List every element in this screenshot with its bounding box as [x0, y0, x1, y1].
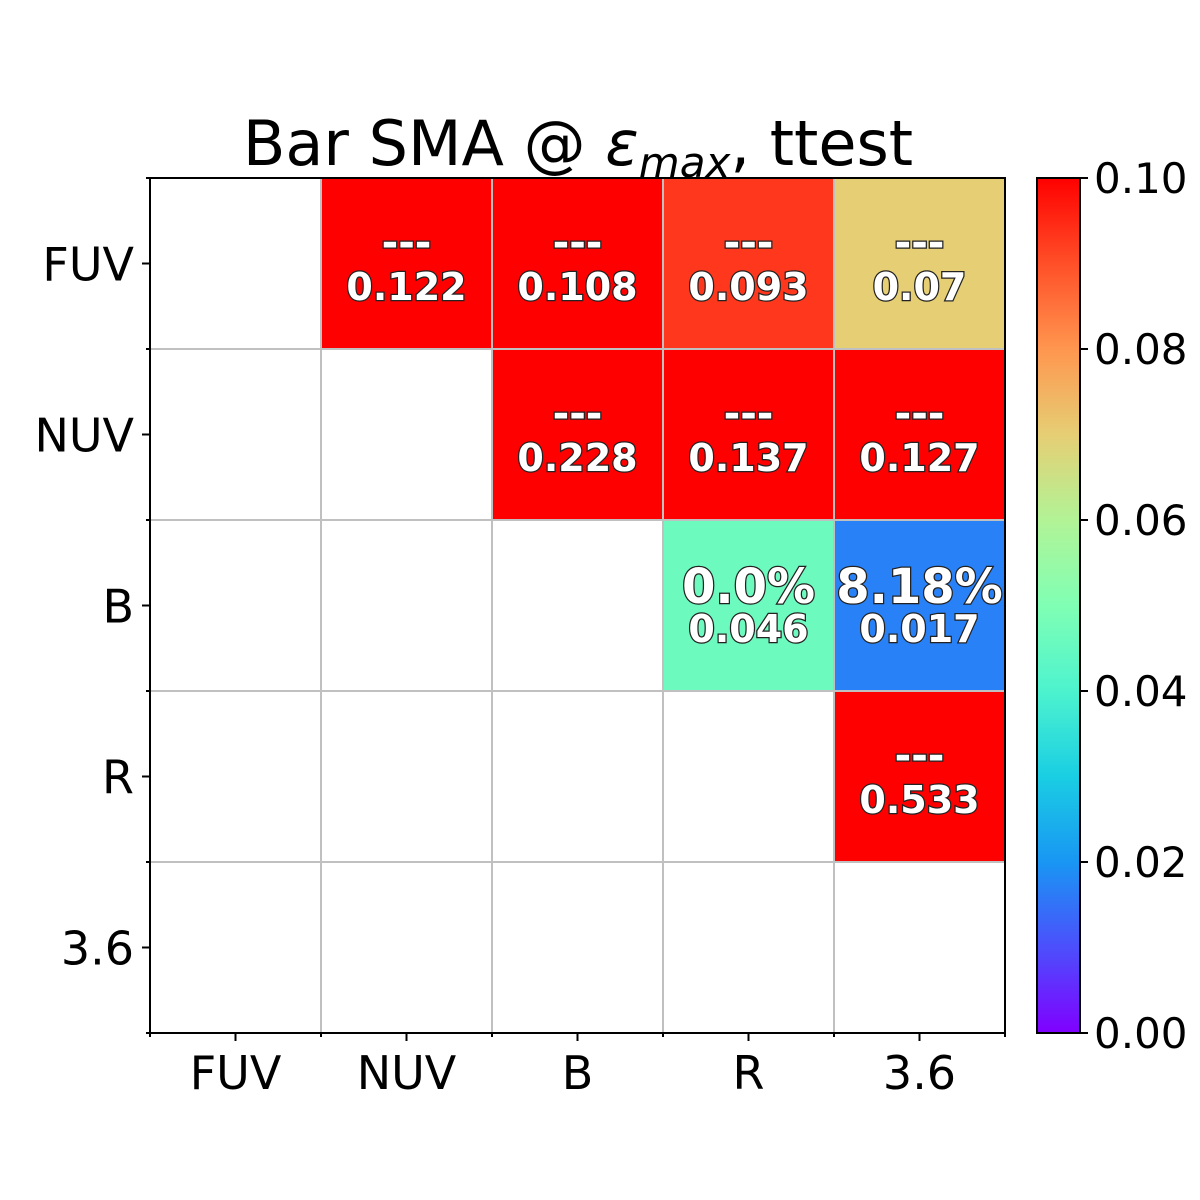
cell-labels: ---0.122---0.108---0.093---0.07---0.228-… — [345, 219, 1004, 824]
cell-value-label: 0.108 — [517, 265, 637, 309]
cell-top-label: 8.18% — [836, 559, 1003, 615]
heatmap-cells — [321, 178, 1005, 862]
heatmap-cell — [492, 349, 663, 520]
heatmap-cell — [834, 691, 1005, 862]
chart-title: Bar SMA @ εmax, ttest — [243, 107, 913, 187]
cell-top-label: --- — [895, 220, 945, 266]
cell-value-label: 0.046 — [688, 607, 808, 651]
cell-value-label: 0.228 — [517, 436, 637, 480]
cell-top-label: --- — [895, 733, 945, 779]
colorbar-gradient — [1036, 177, 1081, 1034]
heatmap-cell — [663, 349, 834, 520]
cell-top-label: --- — [724, 220, 774, 266]
cell-top-label: --- — [895, 391, 945, 437]
heatmap-cell — [834, 178, 1005, 349]
colorbar-tick-label: 0.02 — [1094, 838, 1188, 887]
heatmap-cell — [834, 349, 1005, 520]
colorbar-tick-label: 0.04 — [1094, 667, 1188, 716]
colorbar-tick-label: 0.10 — [1094, 154, 1188, 203]
x-tick-label: NUV — [357, 1046, 457, 1100]
y-tick-label: 3.6 — [61, 922, 134, 976]
cell-value-label: 0.017 — [859, 607, 979, 651]
cell-value-label: 0.122 — [346, 265, 466, 309]
cell-top-label: --- — [382, 220, 432, 266]
colorbar-ticks: 0.00 0.02 0.04 0.06 0.08 0.10 — [1080, 154, 1188, 1058]
grid-lines — [150, 178, 1005, 1033]
colorbar-tick-label: 0.08 — [1094, 325, 1188, 374]
cell-top-label: --- — [553, 220, 603, 266]
heatmap-cell — [663, 520, 834, 691]
y-tick-label: NUV — [34, 409, 134, 463]
x-tick-label: R — [733, 1046, 765, 1100]
colorbar-tick-label: 0.00 — [1094, 1009, 1188, 1058]
cell-top-label: --- — [724, 391, 774, 437]
heatmap-cell — [492, 178, 663, 349]
colorbar: 0.00 0.02 0.04 0.06 0.08 0.10 — [1036, 154, 1188, 1058]
colorbar-tick-label: 0.06 — [1094, 496, 1188, 545]
heatmap-cell — [663, 178, 834, 349]
heatmap-cell — [834, 520, 1005, 691]
x-tick-label: 3.6 — [883, 1046, 956, 1100]
cell-top-label: 0.0% — [682, 559, 815, 615]
cell-value-label: 0.137 — [688, 436, 808, 480]
y-tick-label: FUV — [42, 238, 134, 292]
axis-ticks: FUV NUV B R 3.6 FUV NUV B R 3.6 — [34, 177, 1006, 1100]
heatmap-cell — [321, 178, 492, 349]
cell-value-label: 0.07 — [873, 265, 967, 309]
x-tick-label: FUV — [190, 1046, 282, 1100]
y-tick-label: R — [102, 751, 134, 805]
cell-value-label: 0.093 — [688, 265, 808, 309]
y-tick-label: B — [102, 580, 134, 634]
cell-top-label: --- — [553, 391, 603, 437]
cell-value-label: 0.533 — [859, 778, 979, 822]
cell-value-label: 0.127 — [859, 436, 979, 480]
x-tick-label: B — [562, 1046, 594, 1100]
